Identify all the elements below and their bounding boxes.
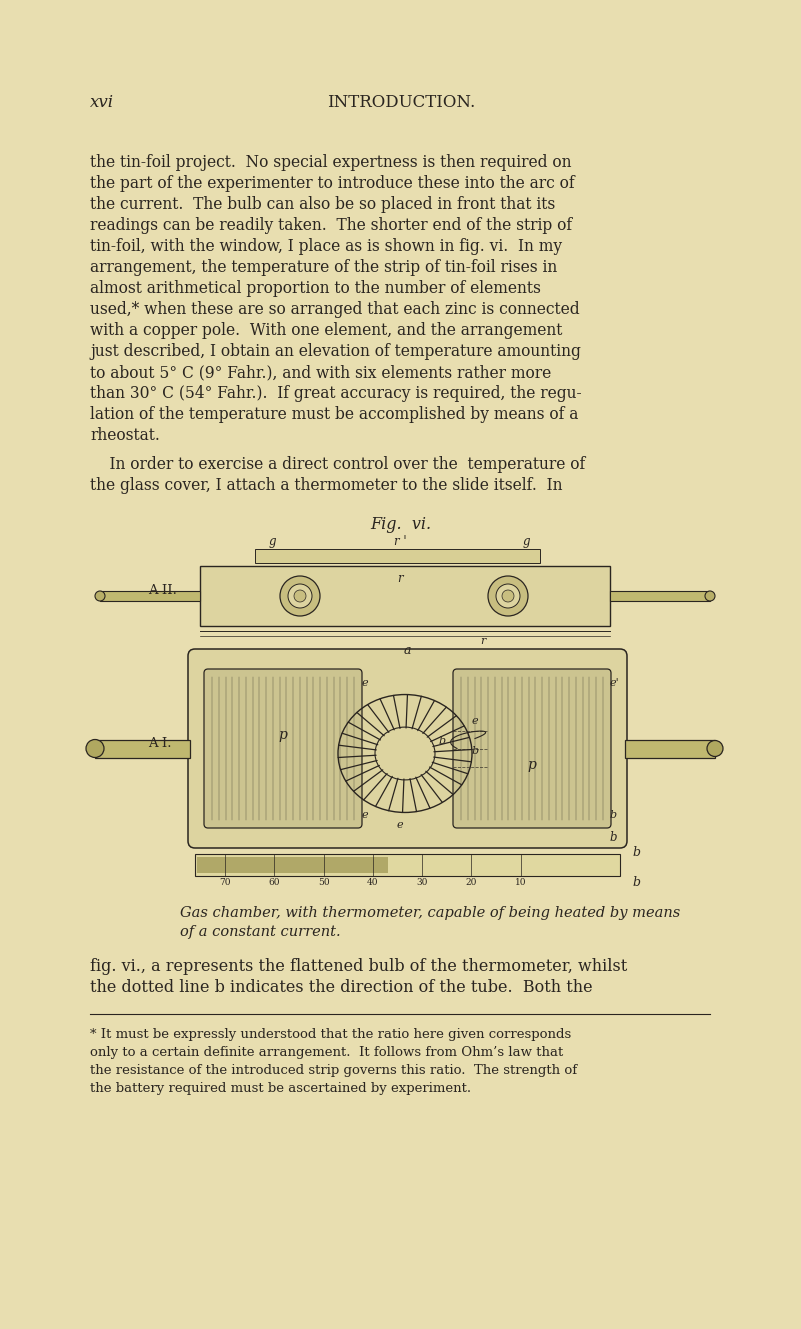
Text: with a copper pole.  With one element, and the arrangement: with a copper pole. With one element, an… <box>90 322 562 339</box>
Bar <box>197 857 388 873</box>
Text: the resistance of the introduced strip governs this ratio.  The strength of: the resistance of the introduced strip g… <box>90 1065 578 1076</box>
Text: xvi: xvi <box>90 94 114 112</box>
Text: In order to exercise a direct control over the  temperature of: In order to exercise a direct control ov… <box>90 456 586 473</box>
Text: g: g <box>268 536 276 548</box>
Text: almost arithmetical proportion to the number of elements: almost arithmetical proportion to the nu… <box>90 280 541 296</box>
Text: of a constant current.: of a constant current. <box>180 925 340 940</box>
Circle shape <box>95 591 105 601</box>
Text: r ': r ' <box>393 536 406 548</box>
Text: INTRODUCTION.: INTRODUCTION. <box>327 94 475 112</box>
FancyBboxPatch shape <box>188 649 627 848</box>
Text: r: r <box>397 571 403 585</box>
Text: r: r <box>480 637 485 646</box>
Text: the part of the experimenter to introduce these into the arc of: the part of the experimenter to introduc… <box>90 175 574 191</box>
Text: e: e <box>397 820 404 831</box>
Text: 30: 30 <box>417 878 428 886</box>
Bar <box>100 591 200 601</box>
FancyBboxPatch shape <box>204 668 362 828</box>
Circle shape <box>488 575 528 617</box>
Circle shape <box>86 739 104 758</box>
Text: fig. vi., a represents the flattened bulb of the thermometer, whilst: fig. vi., a represents the flattened bul… <box>90 958 627 975</box>
Text: readings can be readily taken.  The shorter end of the strip of: readings can be readily taken. The short… <box>90 217 572 234</box>
Bar <box>255 549 540 563</box>
Text: Gas chamber, with thermometer, capable of being heated by means: Gas chamber, with thermometer, capable o… <box>180 906 680 920</box>
Text: e: e <box>362 809 368 820</box>
Text: b: b <box>439 735 446 746</box>
Text: e': e' <box>610 678 620 688</box>
Text: tin-foil, with the window, I place as is shown in fig. vi.  In my: tin-foil, with the window, I place as is… <box>90 238 562 255</box>
Text: the tin-foil project.  No special expertness is then required on: the tin-foil project. No special expertn… <box>90 154 571 171</box>
Ellipse shape <box>375 727 435 780</box>
Text: p: p <box>528 758 537 772</box>
Text: used,* when these are so arranged that each zinc is connected: used,* when these are so arranged that e… <box>90 300 580 318</box>
Text: b: b <box>632 847 640 859</box>
Bar <box>195 855 620 876</box>
Bar <box>625 739 715 758</box>
Text: e: e <box>362 678 368 688</box>
Text: p: p <box>279 727 288 742</box>
Text: A I.: A I. <box>148 738 171 750</box>
Circle shape <box>502 590 514 602</box>
Text: 50: 50 <box>318 878 329 886</box>
Text: * It must be expressly understood that the ratio here given corresponds: * It must be expressly understood that t… <box>90 1029 571 1041</box>
Bar <box>610 591 710 601</box>
Text: than 30° C (54° Fahr.).  If great accuracy is required, the regu-: than 30° C (54° Fahr.). If great accurac… <box>90 385 582 401</box>
Text: the current.  The bulb can also be so placed in front that its: the current. The bulb can also be so pla… <box>90 195 555 213</box>
Text: b: b <box>610 831 618 844</box>
Text: lation of the temperature must be accomplished by means of a: lation of the temperature must be accomp… <box>90 405 578 423</box>
Text: 70: 70 <box>219 878 231 886</box>
FancyBboxPatch shape <box>453 668 611 828</box>
Text: 20: 20 <box>465 878 477 886</box>
Bar <box>200 566 610 626</box>
Text: only to a certain definite arrangement.  It follows from Ohm’s law that: only to a certain definite arrangement. … <box>90 1046 563 1059</box>
Bar <box>95 739 190 758</box>
Text: 40: 40 <box>367 878 379 886</box>
Circle shape <box>280 575 320 617</box>
Text: a: a <box>403 645 411 657</box>
Text: arrangement, the temperature of the strip of tin-foil rises in: arrangement, the temperature of the stri… <box>90 259 557 276</box>
Text: b: b <box>472 746 479 755</box>
Circle shape <box>707 740 723 756</box>
Text: just described, I obtain an elevation of temperature amounting: just described, I obtain an elevation of… <box>90 343 581 360</box>
Circle shape <box>294 590 306 602</box>
Text: e: e <box>472 715 479 726</box>
Text: b: b <box>632 876 640 889</box>
Circle shape <box>288 583 312 607</box>
Circle shape <box>496 583 520 607</box>
Text: the glass cover, I attach a thermometer to the slide itself.  In: the glass cover, I attach a thermometer … <box>90 477 562 494</box>
Text: 10: 10 <box>515 878 526 886</box>
Text: b: b <box>610 809 617 820</box>
Text: A II.: A II. <box>148 585 177 598</box>
Circle shape <box>705 591 715 601</box>
Text: the dotted line b indicates the direction of the tube.  Both the: the dotted line b indicates the directio… <box>90 979 593 995</box>
Text: g: g <box>522 536 529 548</box>
Text: Fig.  vi.: Fig. vi. <box>370 516 432 533</box>
Text: the battery required must be ascertained by experiment.: the battery required must be ascertained… <box>90 1082 471 1095</box>
Text: rheostat.: rheostat. <box>90 427 160 444</box>
Text: to about 5° C (9° Fahr.), and with six elements rather more: to about 5° C (9° Fahr.), and with six e… <box>90 364 551 381</box>
Text: 60: 60 <box>268 878 280 886</box>
